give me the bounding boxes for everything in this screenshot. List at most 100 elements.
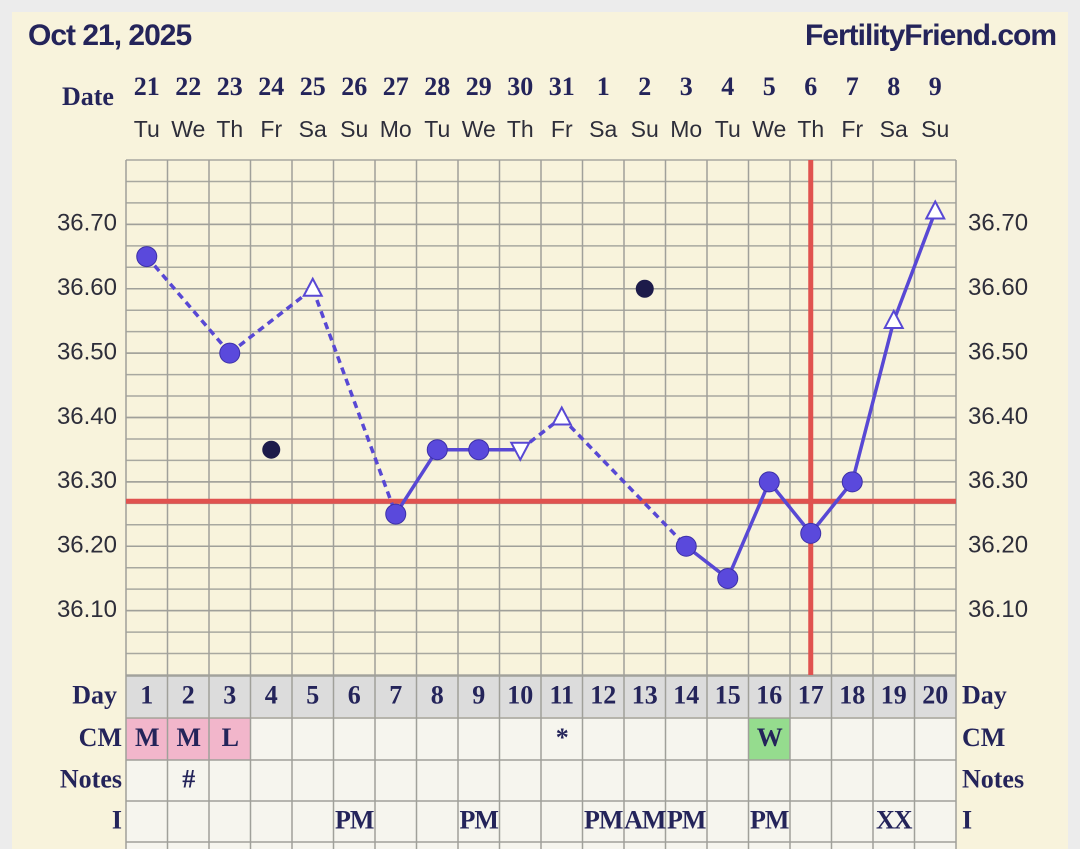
x-tick-label: 24 (258, 72, 284, 101)
day-number: 20 (922, 680, 948, 709)
x-tick-label: 22 (175, 72, 201, 101)
table-cell: PM (335, 805, 374, 834)
day-number: 18 (839, 680, 865, 709)
y-tick-label: 36.70 (57, 210, 117, 237)
open-triangle (302, 276, 324, 297)
table-cell: XX (876, 805, 913, 834)
open-triangle (509, 441, 531, 462)
weekday-label: We (171, 116, 205, 142)
x-tick-label: 28 (424, 72, 450, 101)
temp-point (675, 535, 697, 557)
weekday-label: We (462, 116, 496, 142)
weekday-label: Tu (715, 116, 741, 142)
cell-highlight (167, 718, 209, 760)
open-triangle (924, 199, 946, 220)
day-number: 15 (715, 680, 741, 709)
day-number: 11 (549, 680, 574, 709)
day-number: 12 (590, 680, 616, 709)
chart-date: Oct 21, 2025 (28, 19, 191, 52)
x-tick-label: 29 (466, 72, 492, 101)
day-number: 8 (431, 680, 444, 709)
x-tick-label: 25 (300, 72, 326, 101)
weekday-label: Th (507, 116, 534, 142)
x-tick-label: 8 (887, 72, 900, 101)
x-tick-label: 4 (721, 72, 734, 101)
row-label: Notes (60, 764, 122, 793)
row-label: Day (72, 680, 117, 709)
day-number: 5 (306, 680, 319, 709)
temp-point (800, 522, 822, 544)
y-tick-label: 36.20 (57, 532, 117, 559)
table-cell: PM (584, 805, 623, 834)
temp-point (136, 246, 158, 268)
cell-highlight (126, 718, 168, 760)
x-tick-label: 1 (597, 72, 610, 101)
y-tick-label: 36.60 (57, 274, 117, 301)
weekday-label: Tu (134, 116, 160, 142)
table-cell: * (556, 723, 568, 752)
temp-point (717, 567, 739, 589)
temp-line-segment (228, 287, 314, 355)
temp-line-segment (850, 320, 896, 483)
x-tick-label: 3 (680, 72, 693, 101)
temp-line-segment (767, 480, 813, 535)
day-number: 16 (756, 680, 782, 709)
x-tick-label: 5 (763, 72, 776, 101)
table-cell: M (176, 723, 200, 752)
temp-line-segment (311, 288, 398, 515)
day-number: 14 (673, 680, 699, 709)
row-label: Day (962, 680, 1007, 709)
row-label: I (962, 805, 972, 834)
temp-line-segment (145, 255, 232, 355)
day-number: 7 (389, 680, 402, 709)
day-number: 3 (223, 680, 236, 709)
x-tick-label: 26 (341, 72, 367, 101)
x-tick-label: 6 (804, 72, 817, 101)
site-name: FertilityFriend.com (805, 19, 1056, 52)
table-cell: PM (667, 805, 706, 834)
weekday-label: Tu (424, 116, 450, 142)
y2-tick-label: 36.20 (968, 532, 1028, 559)
weekday-label: Mo (380, 116, 412, 142)
day-number: 13 (632, 680, 658, 709)
y-tick-label: 36.10 (57, 596, 117, 623)
weekday-label: Su (921, 116, 949, 142)
temp-point (385, 503, 407, 525)
y2-tick-label: 36.60 (968, 274, 1028, 301)
x-tick-label: 9 (929, 72, 942, 101)
y2-tick-label: 36.10 (968, 596, 1028, 623)
weekday-label: Fr (260, 116, 282, 142)
weekday-label: Su (631, 116, 659, 142)
temp-point (468, 439, 490, 461)
temp-line-segment (809, 480, 854, 535)
row-label: CM (962, 723, 1005, 752)
x-tick-label: 30 (507, 72, 533, 101)
temp-point (758, 471, 780, 493)
x-tick-label: 31 (549, 72, 575, 101)
temp-point (841, 471, 863, 493)
temp-line-segment (394, 448, 439, 516)
table-cell: AM (624, 805, 666, 834)
table-cell: # (182, 764, 195, 793)
cell-highlight (748, 718, 790, 760)
x-tick-label: 27 (383, 72, 409, 101)
day-number: 4 (265, 680, 278, 709)
x-tick-label: 2 (638, 72, 651, 101)
y-tick-label: 36.50 (57, 338, 117, 365)
x-tick-label: 7 (846, 72, 859, 101)
day-number: 9 (472, 680, 485, 709)
weekday-label: Sa (589, 116, 617, 142)
y2-tick-label: 36.70 (968, 210, 1028, 237)
row-label: Notes (962, 764, 1024, 793)
weekday-label: Mo (670, 116, 702, 142)
y2-tick-label: 36.30 (968, 467, 1028, 494)
temp-line-segment (519, 416, 563, 452)
y2-tick-label: 36.40 (968, 403, 1028, 430)
day-number: 1 (140, 680, 153, 709)
row-label: CM (79, 723, 122, 752)
weekday-label: Th (797, 116, 824, 142)
open-triangle (551, 405, 573, 426)
weekday-label: Sa (299, 116, 327, 142)
